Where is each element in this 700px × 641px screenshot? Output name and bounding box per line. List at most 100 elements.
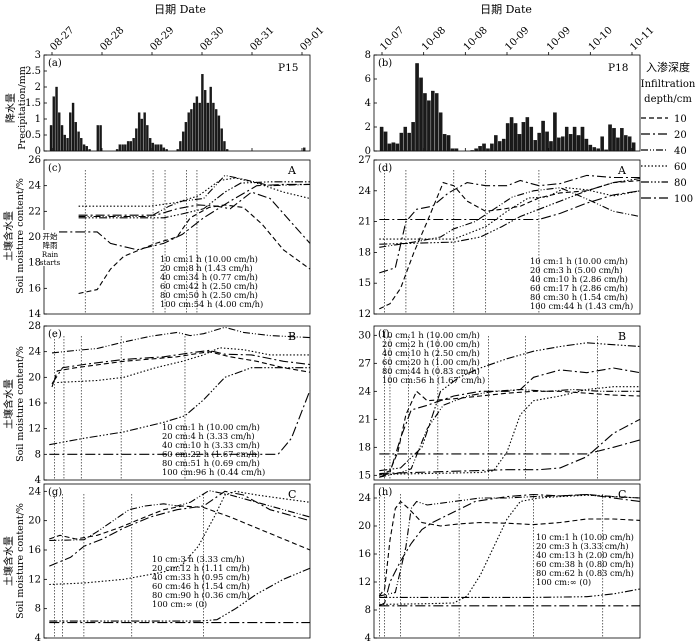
infiltration-entry: 40 cm:10 h (3.33 cm/h) — [162, 440, 260, 450]
precip-bar — [140, 118, 144, 152]
infiltration-entry: 40 cm:33 h (0.95 cm/h) — [152, 572, 250, 582]
y-tick-label: 21 — [358, 217, 371, 228]
precip-bar — [206, 102, 210, 152]
series-line-20cm — [78, 191, 311, 244]
precip-bar — [549, 141, 553, 152]
y-tick-label: 28 — [28, 321, 41, 332]
x-tick-label: 08-29 — [148, 25, 176, 53]
precip-bar — [162, 147, 166, 152]
precip-bar — [431, 90, 435, 152]
series-line-80cm — [49, 567, 311, 622]
y-tick-label: 8 — [35, 449, 41, 460]
precip-bar — [124, 144, 127, 152]
y-tick-label: 4 — [35, 475, 41, 486]
infiltration-entry: 80 cm:62 h (0.83 cm/h) — [536, 568, 634, 578]
precip-bar — [118, 144, 122, 152]
precip-bar — [423, 93, 427, 152]
precip-bar — [533, 140, 537, 152]
precip-bar — [604, 149, 608, 152]
panel-frame — [43, 483, 311, 639]
soil-ylabel-cn: 土壤含水量 — [2, 536, 15, 586]
precip-bar — [135, 128, 138, 152]
y-tick-label: 24 — [358, 386, 371, 397]
legend-label: 60 — [674, 162, 687, 173]
y-tick-label: 20 — [28, 372, 41, 383]
precip-bar — [474, 148, 478, 152]
precip-bar — [434, 93, 439, 152]
x-tick-label: 09-01 — [298, 25, 326, 53]
precip-bar — [427, 100, 431, 152]
precip-bar — [115, 149, 119, 152]
y-tick-label: 8 — [35, 604, 41, 615]
precip-bar — [450, 148, 455, 152]
precip-bar — [143, 112, 146, 152]
precip-bar — [148, 138, 152, 152]
precip-bar — [407, 132, 411, 152]
precip-bar — [521, 122, 526, 152]
precip-bar — [184, 122, 188, 152]
precip-bar — [580, 126, 585, 152]
infiltration-entry: 60 cm:42 h (2.50 cm/h) — [160, 281, 258, 291]
site-label: P18 — [608, 62, 628, 74]
precip-ylabel-cn: 降水量 — [4, 93, 17, 123]
series-line-60cm — [379, 386, 640, 475]
series-line-60cm — [57, 347, 310, 384]
precip-bar — [80, 138, 83, 152]
series-line-60cm — [49, 490, 311, 586]
soil-ylabel-g: 土壤含水量 Soil moisture content/% — [2, 503, 26, 619]
precip-bar — [146, 125, 149, 152]
precip-bar — [482, 143, 486, 152]
series-line-100cm — [379, 418, 641, 475]
precip-bar — [49, 125, 53, 152]
rain-start-cn: 降雨 — [43, 240, 58, 250]
precip-bar — [442, 134, 447, 152]
precip-bar — [600, 136, 604, 152]
precip-bar — [226, 149, 229, 152]
precip-bar — [209, 86, 212, 152]
panels: 0 0.5 1 1.5 2 2.5 3 (a) 08-27 08-28 08-29 08-30 08-3… — [25, 25, 656, 641]
infiltration-entry: 60 cm:17 h (2.86 cm/h) — [530, 283, 628, 293]
x-tick-label: 08-31 — [248, 25, 276, 53]
precip-bar — [201, 74, 204, 152]
y-tick-label: 12 — [28, 574, 41, 585]
precip-bar — [399, 132, 404, 152]
precip-bar — [395, 143, 400, 152]
infiltration-entry: 20 cm:3 h (5.00 cm/h) — [530, 265, 623, 275]
date-title-right: 日期 Date — [480, 3, 532, 16]
y-tick-label: 14 — [28, 309, 41, 320]
precip-bar — [88, 149, 91, 152]
precip-bar — [58, 112, 61, 152]
y-tick-label: 2.5 — [25, 66, 41, 77]
precip-bar — [66, 138, 69, 152]
precip-bar — [572, 126, 577, 152]
x-tick-label: 10-08 — [462, 25, 490, 53]
y-tick-label: 24 — [358, 493, 371, 504]
precip-bar — [96, 125, 99, 152]
precip-bar — [181, 131, 185, 152]
precip-bar — [494, 135, 498, 152]
soil-ylabel-cn: 土壤含水量 — [2, 379, 15, 429]
x-tick-label: 10-08 — [420, 25, 448, 53]
x-tick-label: 10-07 — [378, 25, 406, 53]
precip-bar — [198, 102, 201, 152]
series-line-10cm — [78, 204, 311, 295]
y-tick-label: 2 — [365, 122, 371, 133]
legend-title-en1: Infiltration — [641, 79, 696, 90]
precip-bar — [60, 125, 64, 152]
precip-bar — [303, 147, 306, 152]
series-line-10cm — [49, 505, 311, 551]
precip-ylabel-en: Precipitation/mm — [17, 66, 28, 149]
y-tick-label: 16 — [28, 283, 41, 294]
precip-bar — [179, 141, 182, 152]
precip-bar — [596, 148, 601, 152]
infiltration-entry: 20 cm:3 h (3.33 cm/h) — [536, 541, 629, 551]
panel-frame — [373, 483, 641, 639]
infiltration-entry: 10 cm:1 h (10.00 cm/h) — [530, 256, 628, 266]
panel-label: (d) — [378, 163, 392, 174]
precip-bar — [137, 112, 141, 152]
legend-item-80: 80 — [641, 178, 687, 189]
x-tick-label: 10-09 — [503, 25, 531, 53]
precip-bar — [82, 144, 86, 152]
